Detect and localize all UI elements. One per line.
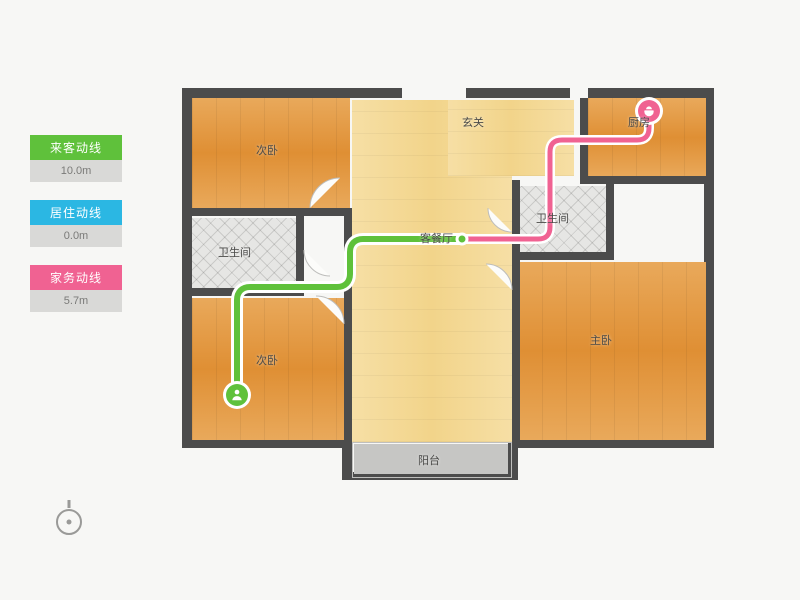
label-balcony: 阳台 <box>418 452 440 468</box>
legend-value: 5.7m <box>30 290 122 312</box>
legend-label: 居住动线 <box>30 200 122 225</box>
legend: 来客动线 10.0m 居住动线 0.0m 家务动线 5.7m <box>30 135 122 330</box>
legend-label: 家务动线 <box>30 265 122 290</box>
label-bed-sw: 次卧 <box>256 352 278 368</box>
floor-plan: 玄关 厨房 次卧 卫生间 次卧 客餐厅 卫生间 主卧 阳台 <box>182 82 714 480</box>
label-entry: 玄关 <box>462 114 484 130</box>
label-bath-w: 卫生间 <box>218 244 251 260</box>
room-entry <box>448 100 574 176</box>
compass-icon <box>52 498 86 538</box>
legend-value: 0.0m <box>30 225 122 247</box>
label-kitchen: 厨房 <box>628 114 650 130</box>
label-bed-nw: 次卧 <box>256 142 278 158</box>
label-living: 客餐厅 <box>420 230 453 246</box>
legend-item-living: 居住动线 0.0m <box>30 200 122 247</box>
legend-item-visitor: 来客动线 10.0m <box>30 135 122 182</box>
legend-label: 来客动线 <box>30 135 122 160</box>
label-master: 主卧 <box>590 332 612 348</box>
legend-item-housework: 家务动线 5.7m <box>30 265 122 312</box>
room-master <box>518 262 706 440</box>
legend-value: 10.0m <box>30 160 122 182</box>
label-bath-e: 卫生间 <box>536 210 569 226</box>
room-bedroom-sw <box>192 298 350 440</box>
node-start-icon <box>226 384 248 406</box>
